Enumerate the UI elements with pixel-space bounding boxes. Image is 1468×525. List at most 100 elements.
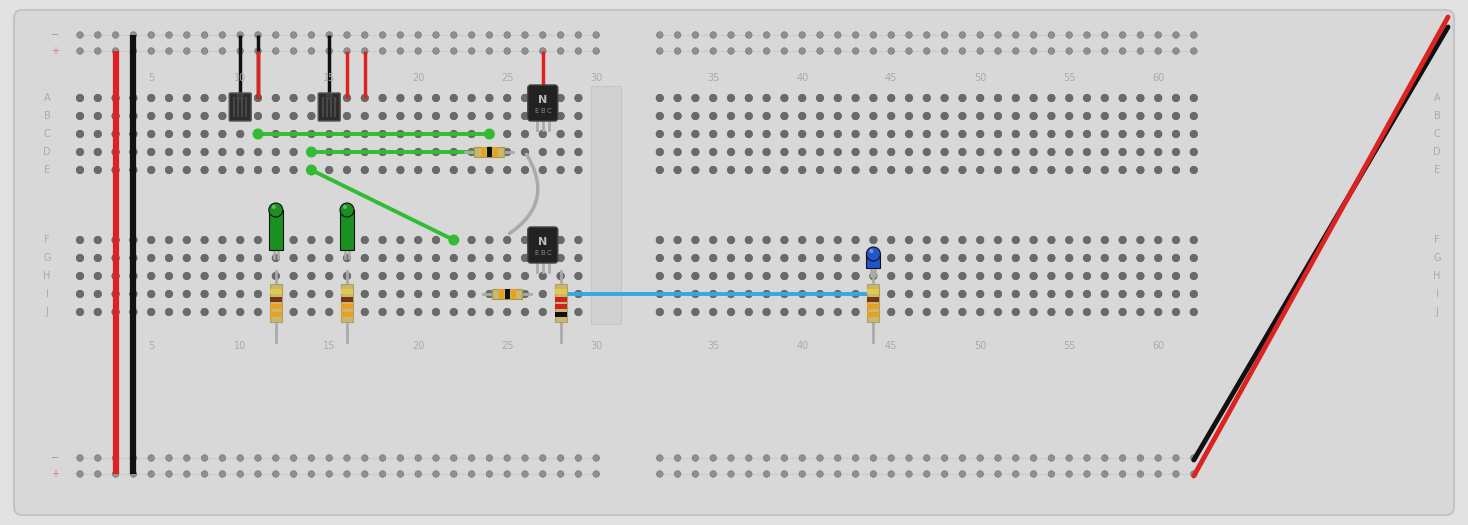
Text: 25: 25 bbox=[501, 341, 514, 351]
Bar bbox=[868, 297, 879, 302]
Circle shape bbox=[236, 455, 244, 461]
Circle shape bbox=[1048, 148, 1055, 156]
Circle shape bbox=[691, 290, 699, 298]
Circle shape bbox=[147, 166, 156, 174]
Circle shape bbox=[414, 166, 421, 174]
Circle shape bbox=[1154, 290, 1163, 298]
Circle shape bbox=[994, 130, 1001, 138]
Circle shape bbox=[799, 112, 806, 120]
Circle shape bbox=[361, 48, 368, 54]
Circle shape bbox=[396, 94, 404, 102]
Circle shape bbox=[994, 94, 1001, 102]
Circle shape bbox=[539, 166, 546, 174]
Circle shape bbox=[308, 272, 316, 280]
Circle shape bbox=[555, 289, 567, 299]
Circle shape bbox=[727, 112, 735, 120]
Bar bbox=[474, 147, 505, 157]
Circle shape bbox=[1083, 290, 1091, 298]
Circle shape bbox=[486, 471, 493, 477]
Circle shape bbox=[1173, 272, 1180, 280]
Bar bbox=[868, 312, 879, 317]
Circle shape bbox=[94, 166, 101, 174]
Circle shape bbox=[923, 272, 931, 280]
Circle shape bbox=[906, 148, 913, 156]
Circle shape bbox=[1191, 94, 1198, 102]
Circle shape bbox=[112, 236, 119, 244]
Circle shape bbox=[1066, 94, 1073, 102]
Circle shape bbox=[201, 32, 208, 38]
Circle shape bbox=[593, 112, 600, 120]
Circle shape bbox=[504, 94, 511, 102]
Circle shape bbox=[556, 130, 564, 138]
Circle shape bbox=[1136, 254, 1144, 262]
Circle shape bbox=[76, 48, 84, 54]
Circle shape bbox=[674, 272, 681, 280]
Circle shape bbox=[1101, 290, 1108, 298]
Circle shape bbox=[923, 148, 931, 156]
Circle shape bbox=[255, 48, 261, 54]
Circle shape bbox=[129, 254, 137, 262]
Circle shape bbox=[468, 48, 476, 54]
Text: 5: 5 bbox=[148, 73, 154, 83]
Circle shape bbox=[1048, 471, 1054, 477]
Circle shape bbox=[539, 236, 546, 244]
Text: E: E bbox=[44, 165, 50, 175]
Circle shape bbox=[1173, 236, 1180, 244]
Circle shape bbox=[906, 166, 913, 174]
Circle shape bbox=[593, 290, 600, 298]
Circle shape bbox=[504, 166, 511, 174]
Circle shape bbox=[486, 94, 493, 102]
Circle shape bbox=[711, 32, 716, 38]
Circle shape bbox=[379, 236, 386, 244]
Circle shape bbox=[486, 32, 493, 38]
Circle shape bbox=[763, 236, 771, 244]
Circle shape bbox=[398, 32, 404, 38]
Circle shape bbox=[361, 112, 368, 120]
Text: I: I bbox=[1436, 289, 1439, 299]
Circle shape bbox=[129, 166, 137, 174]
Circle shape bbox=[521, 32, 528, 38]
Circle shape bbox=[112, 130, 119, 138]
Circle shape bbox=[148, 48, 154, 54]
Circle shape bbox=[834, 308, 841, 316]
Circle shape bbox=[656, 48, 664, 54]
Circle shape bbox=[674, 32, 681, 38]
Circle shape bbox=[396, 236, 404, 244]
Circle shape bbox=[744, 94, 753, 102]
Circle shape bbox=[834, 254, 841, 262]
Circle shape bbox=[147, 94, 156, 102]
Circle shape bbox=[289, 166, 298, 174]
Circle shape bbox=[94, 112, 101, 120]
Circle shape bbox=[851, 272, 859, 280]
Circle shape bbox=[272, 148, 279, 156]
Circle shape bbox=[308, 94, 316, 102]
Circle shape bbox=[326, 48, 332, 54]
Circle shape bbox=[1155, 32, 1161, 38]
Text: G: G bbox=[43, 253, 51, 263]
Circle shape bbox=[201, 455, 208, 461]
Circle shape bbox=[941, 272, 948, 280]
Circle shape bbox=[976, 272, 984, 280]
Circle shape bbox=[269, 203, 283, 217]
Circle shape bbox=[94, 254, 101, 262]
Circle shape bbox=[1083, 112, 1091, 120]
Circle shape bbox=[396, 254, 404, 262]
Circle shape bbox=[255, 32, 261, 38]
Circle shape bbox=[166, 148, 173, 156]
Circle shape bbox=[959, 254, 966, 262]
Circle shape bbox=[273, 471, 279, 477]
Circle shape bbox=[851, 290, 859, 298]
Circle shape bbox=[432, 254, 440, 262]
Circle shape bbox=[272, 254, 279, 262]
Circle shape bbox=[344, 236, 351, 244]
Text: D: D bbox=[1433, 147, 1440, 157]
Circle shape bbox=[923, 130, 931, 138]
Circle shape bbox=[504, 455, 511, 461]
Circle shape bbox=[308, 32, 314, 38]
Circle shape bbox=[1191, 471, 1196, 477]
Circle shape bbox=[869, 254, 878, 262]
Circle shape bbox=[468, 166, 476, 174]
Circle shape bbox=[1191, 166, 1198, 174]
Circle shape bbox=[147, 236, 156, 244]
Circle shape bbox=[1048, 32, 1054, 38]
